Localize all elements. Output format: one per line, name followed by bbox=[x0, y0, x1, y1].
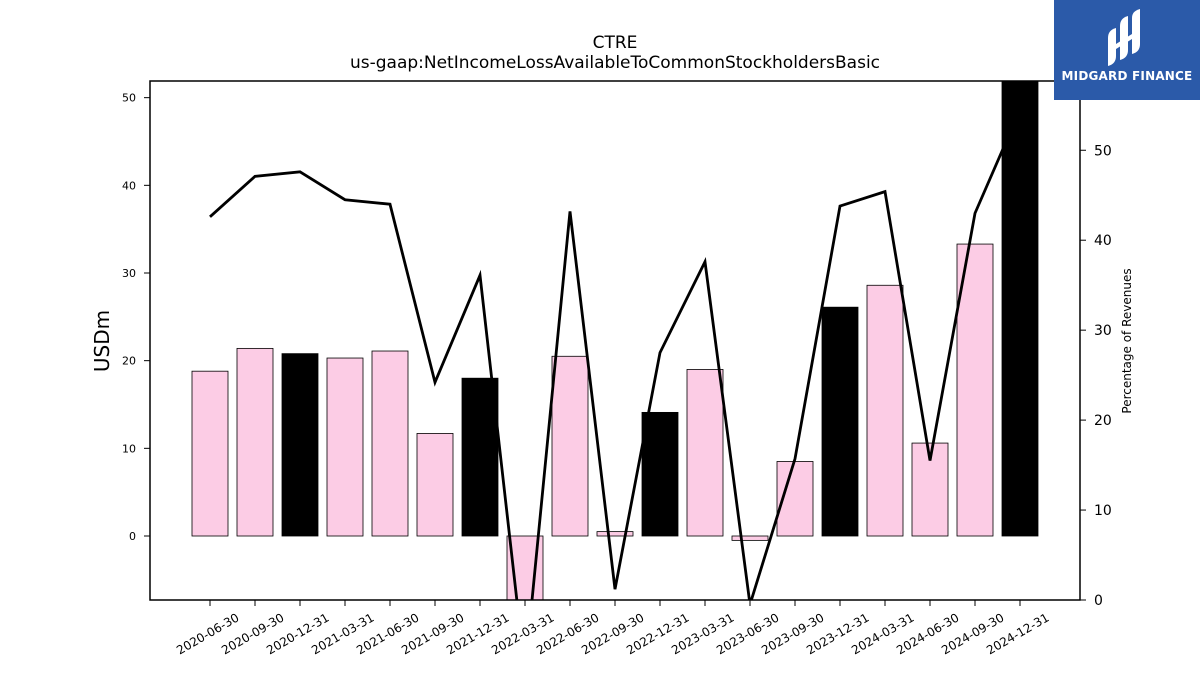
bar-series bbox=[191, 81, 1039, 600]
y2-tick-label: 0 bbox=[1094, 593, 1103, 609]
y-tick-label: 0 bbox=[129, 530, 136, 543]
y2-tick-label: 20 bbox=[1094, 413, 1112, 429]
y-axis-label: USDm bbox=[90, 310, 114, 372]
bar-2022-09-30 bbox=[596, 531, 634, 537]
y2-axis-label: Percentage of Revenues bbox=[1120, 268, 1134, 413]
y-tick-label: 50 bbox=[122, 92, 136, 105]
y-tick-label: 40 bbox=[122, 179, 136, 192]
bar-2023-06-30 bbox=[731, 535, 769, 541]
bar-2021-09-30 bbox=[416, 433, 454, 537]
y-tick-label: 20 bbox=[122, 355, 136, 368]
brand-name: MIDGARD FINANCE bbox=[1061, 69, 1193, 83]
chart-title: CTRE bbox=[593, 33, 638, 53]
bar-2023-12-31 bbox=[821, 306, 859, 537]
y-axis-ticks: 0 10 20 30 40 50 bbox=[122, 92, 150, 543]
bar-2021-06-30 bbox=[371, 350, 409, 537]
bar-2022-06-30 bbox=[551, 355, 589, 537]
bar-2023-03-31 bbox=[686, 369, 724, 537]
bar-2021-03-31 bbox=[326, 357, 364, 537]
bar-2024-03-31 bbox=[866, 284, 904, 537]
bar-2020-09-30 bbox=[236, 347, 274, 537]
y2-tick-label: 40 bbox=[1094, 233, 1112, 249]
midgard-logo-icon bbox=[1108, 9, 1140, 66]
line-series bbox=[209, 109, 1022, 600]
y2-tick-label: 30 bbox=[1094, 323, 1112, 339]
bar-2024-09-30 bbox=[956, 243, 994, 537]
percentage-line bbox=[209, 109, 1022, 600]
y2-tick-label: 50 bbox=[1094, 143, 1112, 159]
chart-subtitle: us-gaap:NetIncomeLossAvailableToCommonSt… bbox=[350, 53, 880, 73]
bar-2022-12-31 bbox=[641, 411, 679, 537]
x-axis-ticks: 2020-06-302020-09-302020-12-312021-03-31… bbox=[174, 600, 1052, 657]
y-tick-label: 10 bbox=[122, 442, 136, 455]
bar-2021-12-31 bbox=[461, 377, 499, 537]
y2-axis-ticks: 0 10 20 30 40 50 bbox=[1080, 143, 1112, 609]
bar-2020-06-30 bbox=[191, 370, 229, 537]
bar-2020-12-31 bbox=[281, 353, 319, 537]
y-tick-label: 30 bbox=[122, 267, 136, 280]
bar-2024-12-31 bbox=[1001, 81, 1039, 537]
brand-logo: MIDGARD FINANCE bbox=[1054, 0, 1200, 100]
y2-tick-label: 10 bbox=[1094, 503, 1112, 519]
